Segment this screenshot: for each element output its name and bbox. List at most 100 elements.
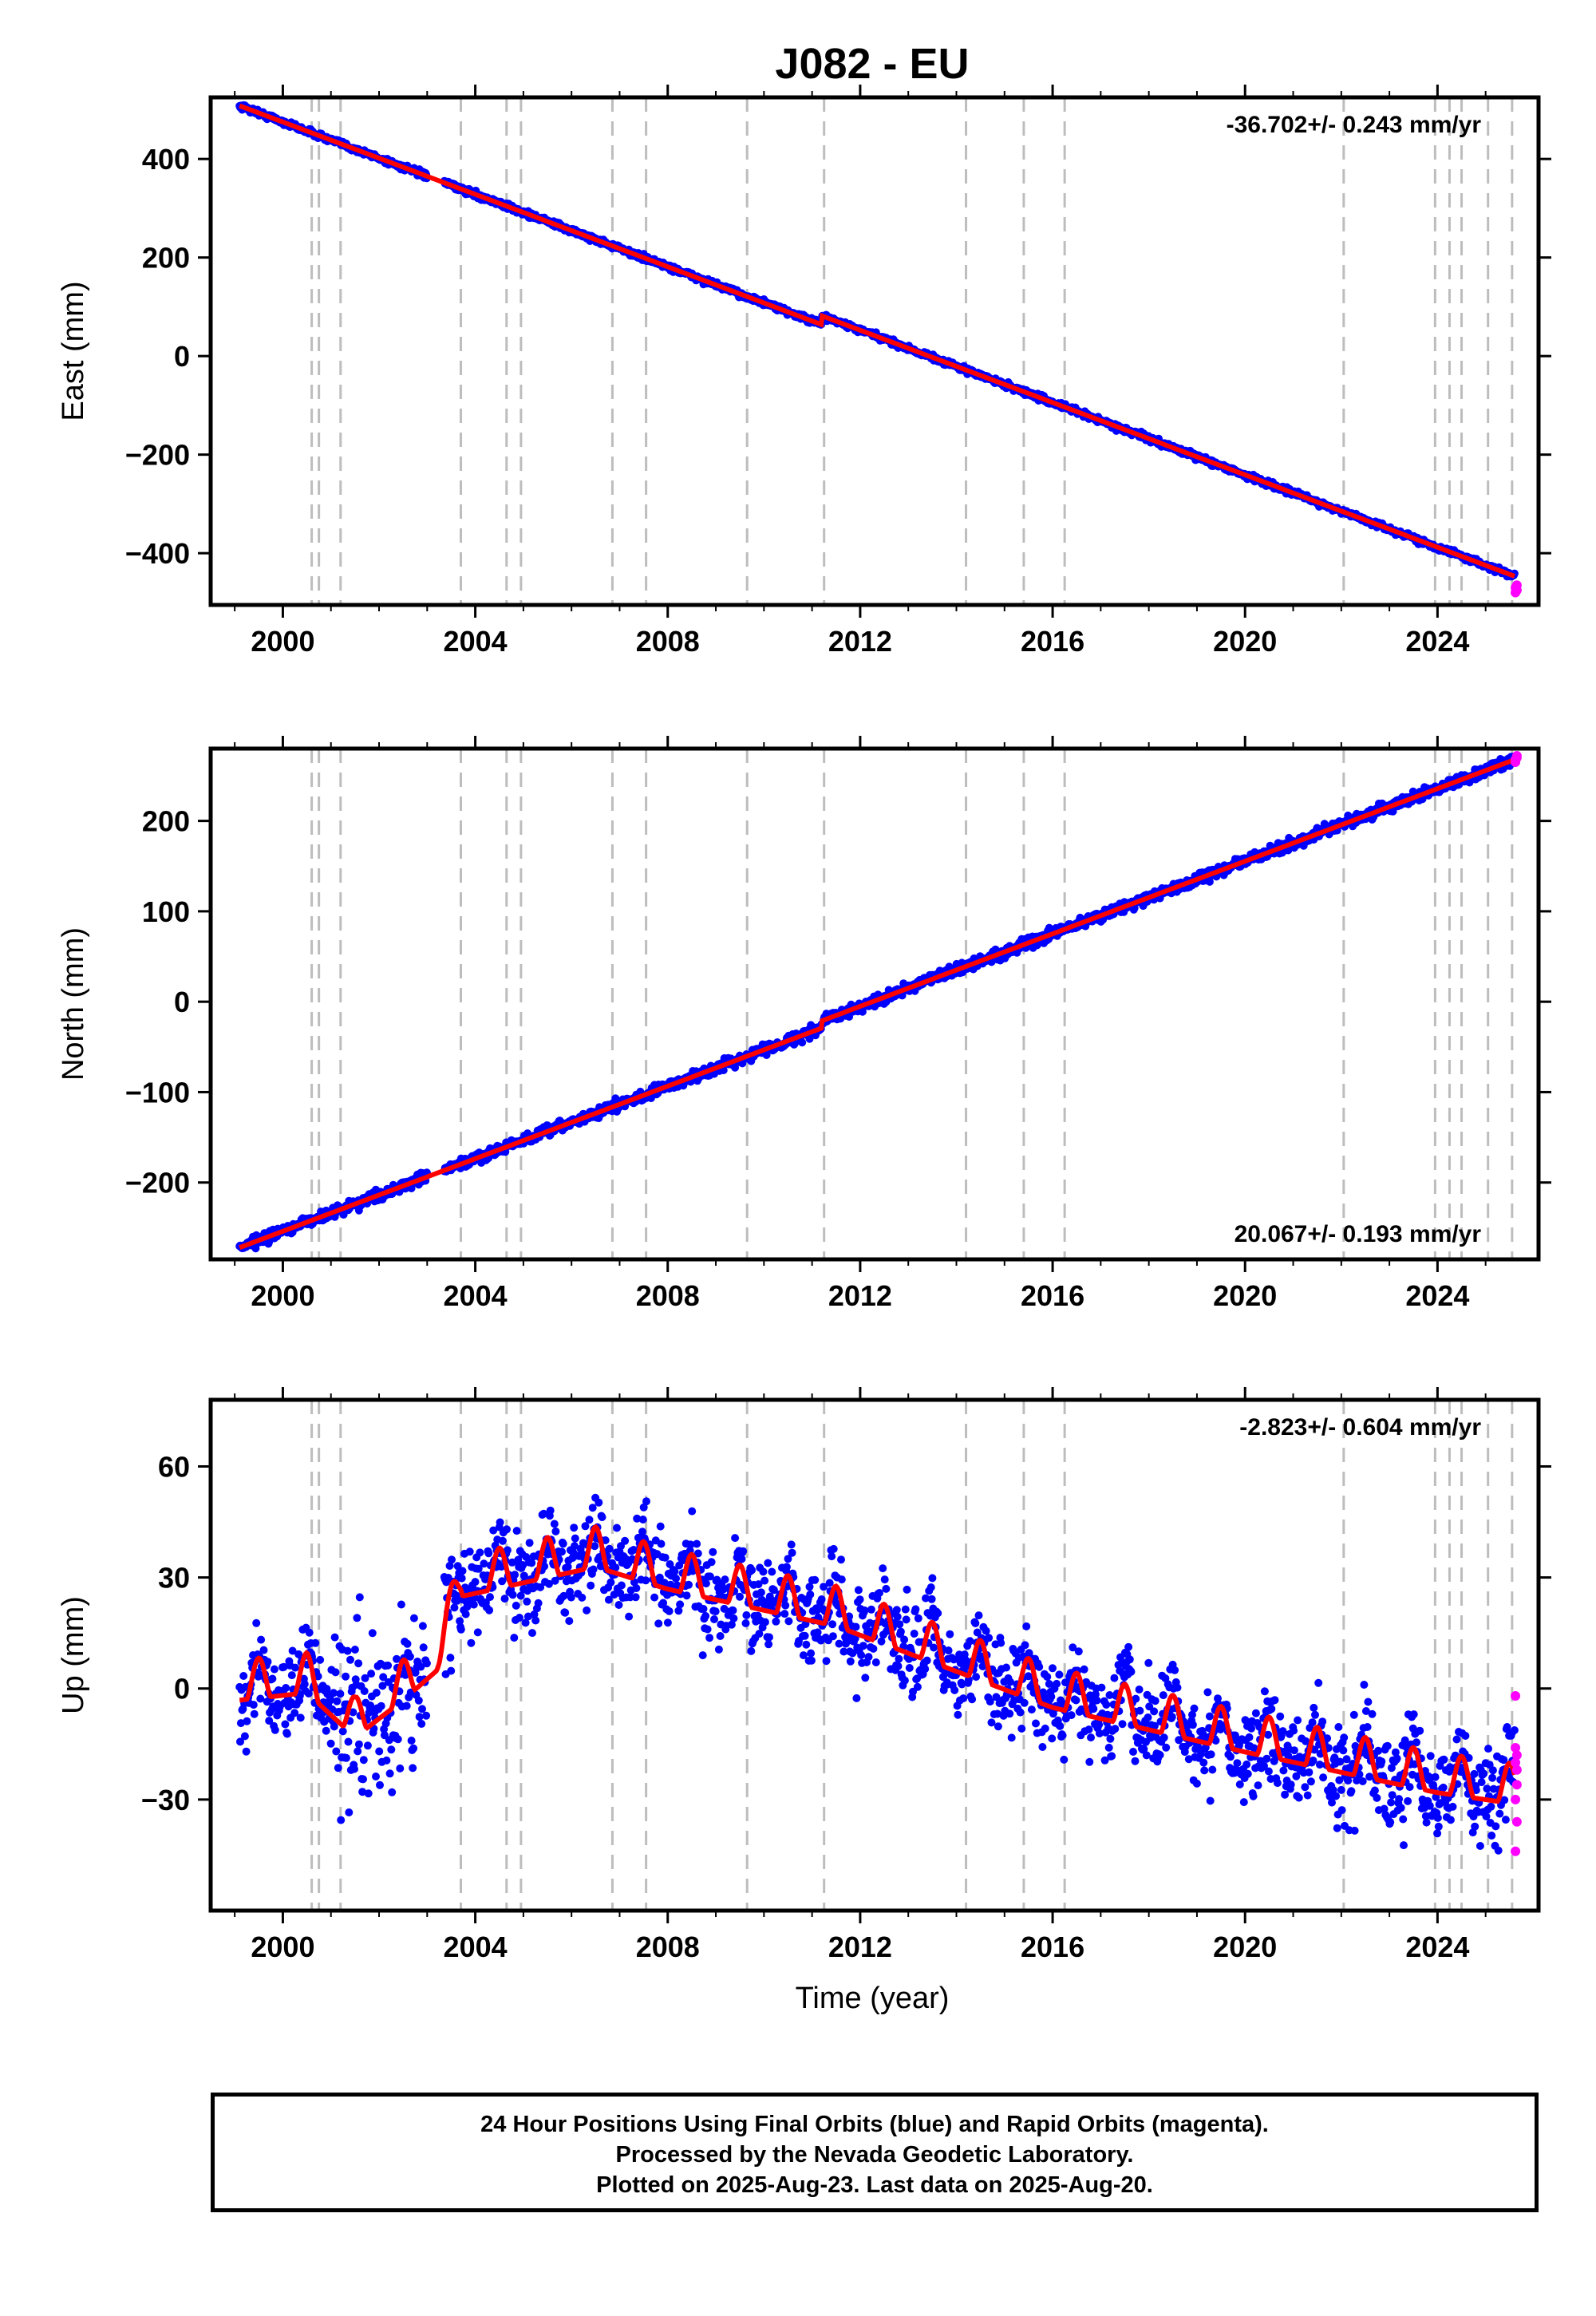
- panel-east: 2000 2004 2008 2012 2016 2020 2024−400−2000200…: [57, 85, 1551, 658]
- final-orbit-point: [565, 1617, 574, 1626]
- final-orbit-point: [250, 1709, 259, 1718]
- final-orbit-point: [368, 1629, 377, 1638]
- final-orbit-point: [741, 1619, 750, 1627]
- model-curve: [239, 103, 1515, 579]
- final-orbit-point: [828, 1632, 837, 1641]
- final-orbit-point: [710, 1615, 718, 1623]
- final-orbit-point: [598, 1513, 606, 1521]
- final-orbit-point: [631, 1593, 640, 1602]
- final-orbit-point: [867, 1605, 875, 1614]
- final-orbit-point: [343, 1646, 352, 1655]
- final-orbit-point: [322, 1726, 330, 1735]
- final-orbit-point: [731, 1534, 740, 1543]
- final-orbit-point: [682, 1591, 691, 1600]
- final-orbit-point: [714, 1645, 723, 1654]
- final-orbit-point: [360, 1687, 369, 1695]
- final-orbit-point: [811, 1575, 820, 1584]
- final-orbit-point: [855, 1595, 864, 1604]
- final-orbit-point: [698, 1651, 707, 1660]
- final-orbit-point: [808, 1656, 816, 1665]
- final-orbit-point: [760, 1576, 769, 1585]
- rapid-orbit-point: [1511, 587, 1521, 598]
- final-orbit-point: [642, 1576, 650, 1585]
- final-orbit-point: [716, 1632, 725, 1640]
- x-tick-label: 2016: [1021, 625, 1084, 658]
- final-orbit-point: [337, 1816, 346, 1824]
- final-orbit-point: [316, 1655, 325, 1664]
- final-orbit-point: [417, 1720, 426, 1728]
- final-orbit-points: [235, 101, 1519, 581]
- final-orbit-point: [896, 1627, 905, 1636]
- final-orbit-point: [396, 1764, 405, 1773]
- final-orbit-point: [407, 1737, 416, 1745]
- final-orbit-point: [456, 1625, 465, 1634]
- final-orbit-point: [861, 1674, 870, 1682]
- final-orbit-point: [903, 1585, 911, 1594]
- final-orbit-point: [764, 1640, 773, 1649]
- final-orbit-point: [419, 1643, 428, 1652]
- final-orbit-point: [877, 1637, 886, 1646]
- final-orbit-point: [656, 1522, 665, 1531]
- final-orbit-point: [397, 1600, 405, 1609]
- final-orbit-point: [642, 1497, 650, 1506]
- final-orbit-point: [688, 1507, 697, 1516]
- final-orbit-point: [418, 1705, 426, 1713]
- x-tick-label: 2012: [828, 625, 892, 658]
- final-orbit-point: [654, 1619, 663, 1628]
- final-orbit-point: [359, 1756, 368, 1765]
- final-orbit-point: [270, 1665, 279, 1674]
- final-orbit-point: [782, 1563, 791, 1571]
- final-orbit-point: [760, 1618, 769, 1626]
- final-orbit-point: [350, 1646, 359, 1654]
- final-orbit-point: [359, 1775, 367, 1784]
- y-tick-label: 200: [142, 805, 190, 838]
- final-orbit-point: [736, 1592, 744, 1601]
- y-tick-label: 200: [142, 242, 190, 275]
- final-orbit-point: [893, 1612, 902, 1621]
- final-orbit-point: [409, 1764, 417, 1773]
- final-orbit-point: [772, 1617, 780, 1626]
- final-orbit-point: [469, 1600, 478, 1609]
- final-orbit-point: [240, 1732, 249, 1741]
- final-orbit-point: [864, 1653, 873, 1662]
- final-orbit-point: [895, 1620, 904, 1629]
- final-orbit-point: [332, 1747, 341, 1756]
- final-orbit-point: [711, 1607, 720, 1616]
- final-orbit-point: [650, 1593, 659, 1602]
- final-orbit-point: [613, 1524, 621, 1532]
- final-orbit-point: [282, 1684, 290, 1692]
- final-orbit-point: [788, 1548, 796, 1557]
- final-orbit-point: [372, 1773, 380, 1780]
- final-orbit-point: [484, 1549, 493, 1558]
- final-orbit-point: [414, 1696, 423, 1705]
- final-orbit-point: [281, 1720, 290, 1729]
- final-orbit-point: [900, 1676, 909, 1685]
- final-orbit-point: [330, 1633, 339, 1642]
- final-orbit-point: [485, 1606, 494, 1614]
- y-tick-label: −200: [125, 1167, 190, 1199]
- final-orbit-point: [747, 1646, 756, 1655]
- final-orbit-point: [503, 1525, 511, 1534]
- final-orbit-point: [787, 1540, 796, 1549]
- final-orbit-point: [465, 1547, 474, 1556]
- final-orbit-point: [354, 1747, 362, 1756]
- final-orbit-point: [895, 1654, 903, 1663]
- final-orbit-point: [446, 1654, 455, 1662]
- final-orbit-point: [699, 1605, 708, 1613]
- final-orbit-point: [657, 1539, 666, 1548]
- final-orbit-point: [415, 1713, 424, 1721]
- final-orbit-point: [257, 1635, 266, 1644]
- final-orbit-point: [764, 1559, 772, 1567]
- final-orbit-point: [402, 1701, 411, 1710]
- final-orbit-point: [450, 1603, 459, 1612]
- final-orbit-point: [363, 1741, 372, 1750]
- final-orbit-point: [326, 1739, 335, 1748]
- final-orbit-point: [807, 1649, 816, 1658]
- final-orbit-point: [296, 1713, 305, 1722]
- y-axis-label: East (mm): [57, 281, 90, 421]
- final-orbit-point: [330, 1689, 338, 1697]
- final-orbit-point: [828, 1552, 836, 1561]
- final-orbit-point: [476, 1548, 484, 1557]
- y-tick-label: 0: [174, 340, 190, 373]
- final-orbit-point: [534, 1599, 543, 1607]
